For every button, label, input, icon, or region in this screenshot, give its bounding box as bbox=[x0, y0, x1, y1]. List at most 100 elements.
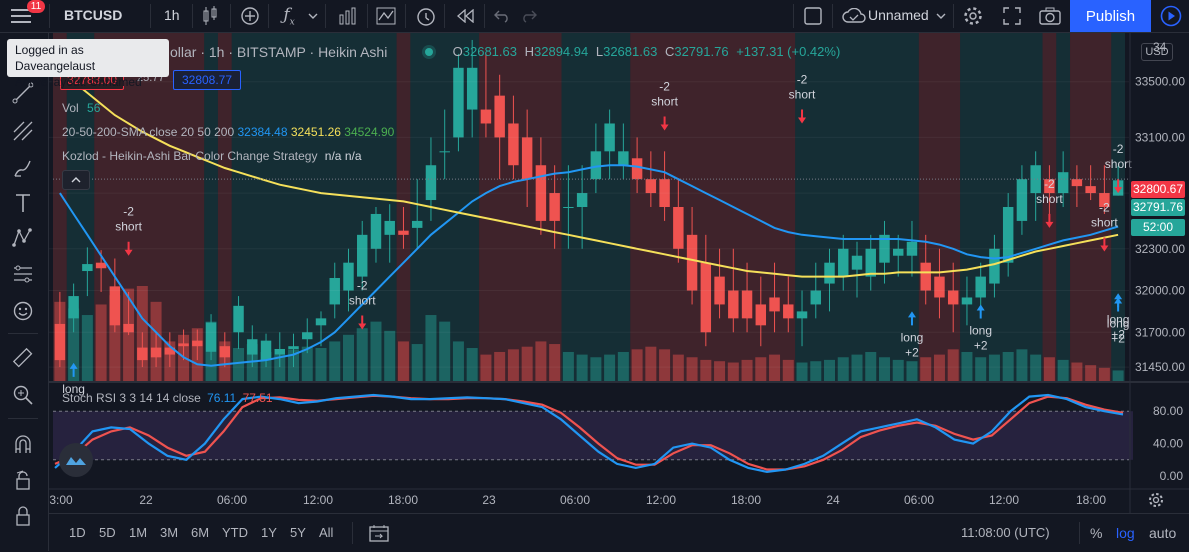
price-tick: 31700.00 bbox=[1135, 325, 1185, 339]
financials-icon[interactable] bbox=[335, 3, 361, 29]
layout-name[interactable]: Unnamed bbox=[868, 7, 929, 23]
fullscreen-box-icon[interactable] bbox=[800, 3, 826, 29]
time-tick: 12:00 bbox=[646, 493, 676, 507]
cloud-icon[interactable] bbox=[840, 3, 868, 29]
fib-tool-icon[interactable] bbox=[10, 118, 36, 144]
text-tool-icon[interactable] bbox=[10, 190, 36, 216]
percent-toggle[interactable]: % bbox=[1090, 525, 1103, 541]
volume-bar bbox=[865, 351, 877, 381]
ruler-icon[interactable] bbox=[10, 345, 36, 371]
signal-label: long bbox=[901, 330, 924, 344]
emoji-icon[interactable] bbox=[10, 298, 36, 324]
magnet-icon[interactable] bbox=[10, 431, 36, 457]
signal-label: -2 bbox=[357, 278, 368, 292]
volume-bar bbox=[741, 359, 753, 381]
candle-body bbox=[1085, 186, 1096, 194]
lock-icon[interactable] bbox=[10, 503, 36, 529]
candle-body bbox=[384, 220, 395, 235]
volume-bar bbox=[590, 357, 602, 381]
goto-date-icon[interactable] bbox=[369, 524, 389, 545]
signal-label: +2 bbox=[905, 345, 919, 359]
range-3m[interactable]: 3M bbox=[160, 525, 179, 540]
volume-bar bbox=[397, 341, 409, 381]
candle-body bbox=[357, 234, 368, 277]
tradingview-logo[interactable] bbox=[59, 443, 93, 477]
price-chart[interactable]: -2shortlong-2short-2short-2shortlong+2lo… bbox=[49, 33, 1189, 513]
interval-selector[interactable]: 1h bbox=[164, 7, 180, 23]
camera-icon[interactable] bbox=[1037, 3, 1063, 29]
volume-bar bbox=[604, 354, 616, 381]
log-toggle[interactable]: log bbox=[1116, 525, 1135, 541]
candle-body bbox=[769, 297, 780, 312]
compare-add-icon[interactable] bbox=[237, 3, 263, 29]
volume-bar bbox=[109, 295, 121, 381]
volume-bar bbox=[659, 349, 671, 381]
time-tick: 18:00 bbox=[731, 493, 761, 507]
range-1d[interactable]: 1D bbox=[69, 525, 86, 540]
signal-label: long bbox=[62, 382, 85, 396]
buy-button[interactable]: 32808.77 bbox=[173, 70, 241, 90]
candle-body bbox=[398, 230, 409, 235]
candle-body bbox=[425, 165, 437, 201]
signal-label: -2 bbox=[1099, 201, 1110, 215]
range-all[interactable]: All bbox=[319, 525, 334, 540]
volume-bar bbox=[274, 354, 286, 381]
trendline-icon[interactable] bbox=[10, 80, 36, 106]
auto-toggle[interactable]: auto bbox=[1149, 525, 1177, 541]
range-5d[interactable]: 5D bbox=[99, 525, 116, 540]
publish-button[interactable]: Publish bbox=[1070, 0, 1151, 32]
range-6m[interactable]: 6M bbox=[191, 525, 210, 540]
expand-icon[interactable] bbox=[999, 3, 1025, 29]
candle-body bbox=[466, 67, 478, 110]
signal-label: long bbox=[1107, 316, 1130, 330]
chevron-down-icon[interactable] bbox=[934, 3, 948, 29]
redo-icon[interactable] bbox=[516, 3, 542, 29]
zoom-in-icon[interactable] bbox=[10, 382, 36, 408]
high-label: H bbox=[524, 44, 534, 59]
down-arrow-icon bbox=[798, 109, 807, 124]
replay-icon[interactable] bbox=[452, 3, 478, 29]
volume-bar bbox=[947, 349, 959, 381]
axis-settings-icon[interactable] bbox=[1148, 492, 1164, 511]
lock-drawings-icon[interactable] bbox=[10, 468, 36, 494]
price-tick: 32300.00 bbox=[1135, 242, 1185, 256]
volume-bar bbox=[549, 344, 561, 381]
clock[interactable]: 11:08:00 (UTC) bbox=[961, 525, 1050, 540]
candle-body bbox=[1071, 179, 1083, 187]
pattern-icon[interactable] bbox=[10, 225, 36, 251]
currency-label[interactable]: USD bbox=[1141, 43, 1173, 61]
alert-icon[interactable] bbox=[413, 3, 439, 29]
menu-icon[interactable] bbox=[8, 3, 34, 29]
stoch-tick: 80.00 bbox=[1153, 404, 1183, 418]
range-1y[interactable]: 1Y bbox=[261, 525, 277, 540]
volume-bar bbox=[796, 362, 808, 381]
down-arrow-icon bbox=[1100, 237, 1109, 252]
long-signal: long+2 bbox=[901, 311, 924, 359]
tooltip-user: Logged in as Daveangelaust bbox=[15, 43, 96, 73]
gear-icon[interactable] bbox=[960, 3, 986, 29]
volume-bar bbox=[507, 349, 519, 381]
ideas-icon[interactable] bbox=[373, 3, 399, 29]
volume-bar bbox=[521, 346, 533, 381]
range-1m[interactable]: 1M bbox=[129, 525, 148, 540]
candle-body bbox=[192, 340, 203, 347]
collapse-legend-button[interactable] bbox=[62, 170, 90, 190]
undo-icon[interactable] bbox=[489, 3, 515, 29]
range-5y[interactable]: 5Y bbox=[290, 525, 306, 540]
candles-icon[interactable] bbox=[197, 3, 223, 29]
play-icon[interactable] bbox=[1153, 0, 1189, 32]
brush-icon[interactable] bbox=[10, 155, 36, 181]
volume-label: Vol bbox=[62, 101, 79, 115]
signal-label: short bbox=[1105, 157, 1132, 171]
chevron-down-icon[interactable] bbox=[306, 3, 320, 29]
candle-body bbox=[370, 213, 382, 249]
candle-body bbox=[1030, 165, 1041, 194]
prediction-icon[interactable] bbox=[10, 261, 36, 287]
range-ytd[interactable]: YTD bbox=[222, 525, 248, 540]
time-tick: 12:00 bbox=[989, 493, 1019, 507]
symbol-search[interactable]: BTCUSD bbox=[64, 7, 123, 23]
indicators-icon[interactable]: ƒx bbox=[283, 4, 295, 28]
signal-label: -2 bbox=[659, 79, 670, 93]
candle-body bbox=[659, 179, 670, 207]
logo-wave-icon bbox=[66, 457, 86, 465]
